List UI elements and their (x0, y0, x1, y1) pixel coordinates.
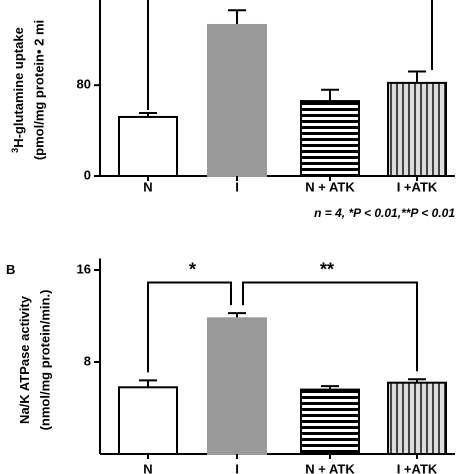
x-tick-label: N + ATK (305, 461, 355, 474)
y-tick-label: 16 (77, 261, 91, 276)
significance-label: * (189, 259, 196, 279)
bar (118, 115, 178, 178)
x-tick-label: N + ATK (305, 179, 355, 194)
x-tick-label: I (235, 179, 239, 194)
bar (207, 23, 267, 177)
x-tick-label: N (143, 461, 152, 474)
x-tick-label: I +ATK (397, 179, 438, 194)
y-tick-label: 0 (84, 167, 91, 182)
y-axis-label-units: (pmol/mg protein• 2 mi (31, 20, 46, 160)
y-tick-label: 8 (84, 353, 91, 368)
significance-label: ** (320, 259, 334, 279)
note: n = 4, *P < 0.01,**P < 0.01 (314, 206, 455, 220)
significance-bracket (242, 281, 418, 372)
y-axis-label-main: Na/K ATPase activity (17, 295, 32, 424)
bar (207, 317, 267, 455)
y-axis-label: Na/K ATPase activity (17, 295, 32, 424)
x-tick-label: I (235, 461, 239, 474)
bar (118, 386, 178, 455)
y-tick-label: 80 (77, 77, 91, 92)
bar (387, 381, 447, 456)
significance-bracket (147, 281, 232, 373)
panel-label: B (6, 262, 15, 277)
y-axis-label-units: (nmol/mg protein/min.) (37, 290, 52, 431)
y-axis-label-sup: 3 (10, 148, 20, 153)
y-axis-label: 3H-glutamine uptake (10, 27, 26, 153)
x-tick-label: N (143, 179, 152, 194)
bar (300, 100, 360, 177)
x-tick-label: I +ATK (397, 461, 438, 474)
bar (387, 81, 447, 177)
y-axis-label-main: H-glutamine uptake (11, 27, 26, 148)
bar (300, 388, 360, 456)
